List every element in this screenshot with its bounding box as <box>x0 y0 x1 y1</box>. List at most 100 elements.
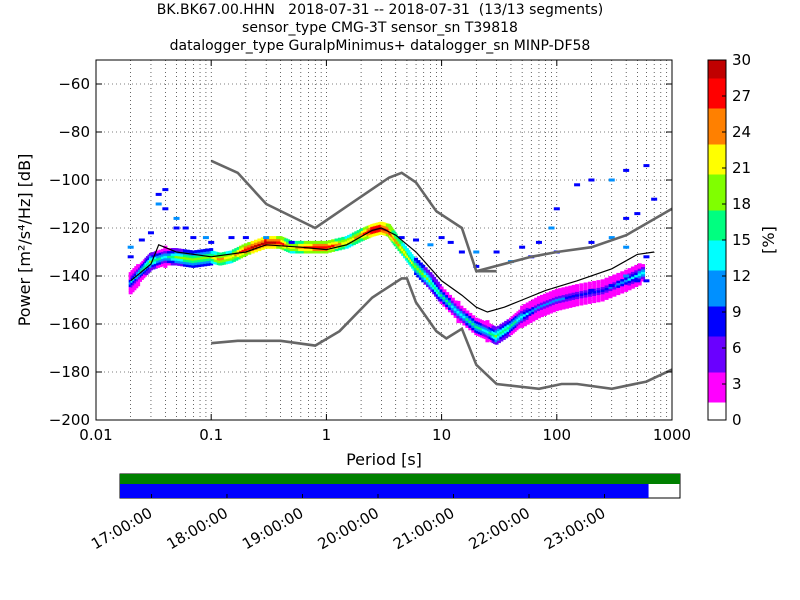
density-cell <box>608 295 613 299</box>
density-cell <box>561 296 566 300</box>
density-cell <box>596 282 601 286</box>
density-cell <box>388 225 393 229</box>
density-cell <box>401 243 406 247</box>
colorbar-tick-label: 0 <box>732 411 742 429</box>
density-cell <box>616 284 621 288</box>
density-cell <box>289 245 294 249</box>
density-cell <box>494 327 499 331</box>
density-cell <box>351 232 356 236</box>
density-cell <box>268 240 273 244</box>
density-cell <box>239 252 244 256</box>
density-cell <box>568 290 573 294</box>
density-cell <box>583 294 588 298</box>
density-cell <box>587 296 592 300</box>
density-cell <box>520 320 525 324</box>
sparse-cell <box>643 164 650 168</box>
density-cell <box>430 274 435 278</box>
density-cell <box>331 248 336 252</box>
density-cell <box>620 271 625 275</box>
y-tick-label: −60 <box>58 75 90 93</box>
density-cell <box>528 312 533 316</box>
density-cell <box>564 291 569 295</box>
density-cell <box>247 251 252 255</box>
timeline-tick-label: 18:00:00 <box>164 504 231 553</box>
density-cell <box>194 252 199 256</box>
colorbar-step <box>708 222 726 229</box>
density-cell <box>468 315 473 319</box>
density-cell <box>247 244 252 248</box>
density-cell <box>558 304 563 308</box>
density-cell <box>418 262 423 266</box>
density-cell <box>156 252 161 256</box>
density-cell <box>298 248 303 252</box>
density-cell <box>575 288 580 292</box>
density-cell <box>587 298 592 302</box>
density-cell <box>185 254 190 258</box>
density-cell <box>423 269 428 273</box>
density-cell <box>641 266 646 270</box>
density-cell <box>604 287 609 291</box>
density-cell <box>445 301 450 305</box>
density-cell <box>347 234 352 238</box>
density-cell <box>600 284 605 288</box>
density-cell <box>315 248 320 252</box>
density-cell <box>266 238 271 242</box>
density-cell <box>264 245 269 249</box>
density-cell <box>627 268 632 272</box>
colorbar-step <box>708 342 726 349</box>
density-cell <box>276 245 281 249</box>
density-cell <box>468 322 473 326</box>
density-cell <box>616 275 621 279</box>
density-cell <box>203 256 208 260</box>
density-cell <box>564 298 569 302</box>
colorbar-step <box>708 156 726 163</box>
density-cell <box>448 297 453 301</box>
sparse-cell <box>413 238 420 242</box>
density-cell <box>587 300 592 304</box>
density-cell <box>471 327 476 331</box>
density-cell <box>536 300 541 304</box>
density-cell <box>548 300 553 304</box>
density-cell <box>197 259 202 263</box>
colorbar-step <box>708 282 726 289</box>
density-cell <box>579 300 584 304</box>
sparse-cell <box>162 207 169 211</box>
colorbar-step <box>708 168 726 175</box>
density-cell <box>197 261 202 265</box>
density-cell <box>637 263 642 267</box>
density-cell <box>185 264 190 268</box>
colorbar-step <box>708 174 726 181</box>
timeline-tick-label: 17:00:00 <box>88 504 155 553</box>
density-cell <box>163 264 168 268</box>
density-cell <box>347 237 352 241</box>
density-cell <box>442 298 447 302</box>
density-cell <box>571 284 576 288</box>
density-cell <box>341 241 346 245</box>
plot-frame <box>95 59 673 421</box>
density-cell <box>616 280 621 284</box>
density-cell <box>206 262 211 266</box>
density-cell <box>200 263 205 267</box>
density-cell <box>300 243 305 247</box>
density-cell <box>354 240 359 244</box>
density-cell <box>564 296 569 300</box>
density-cell <box>318 245 323 249</box>
density-cell <box>471 324 476 328</box>
density-cell <box>426 281 431 285</box>
density-cell <box>453 300 458 304</box>
density-cell <box>468 317 473 321</box>
density-cell <box>416 260 421 264</box>
density-cell <box>437 284 442 288</box>
density-cell <box>450 300 455 304</box>
density-cell <box>600 279 605 283</box>
density-cell <box>506 328 511 332</box>
density-cell <box>536 308 541 312</box>
density-cell <box>554 308 559 312</box>
timeline-tick-label: 19:00:00 <box>239 504 306 553</box>
density-cell <box>147 268 152 272</box>
density-cell <box>571 304 576 308</box>
density-cell <box>520 305 525 309</box>
density-cell <box>522 323 527 327</box>
density-cell <box>312 248 317 252</box>
density-cell <box>327 240 332 244</box>
